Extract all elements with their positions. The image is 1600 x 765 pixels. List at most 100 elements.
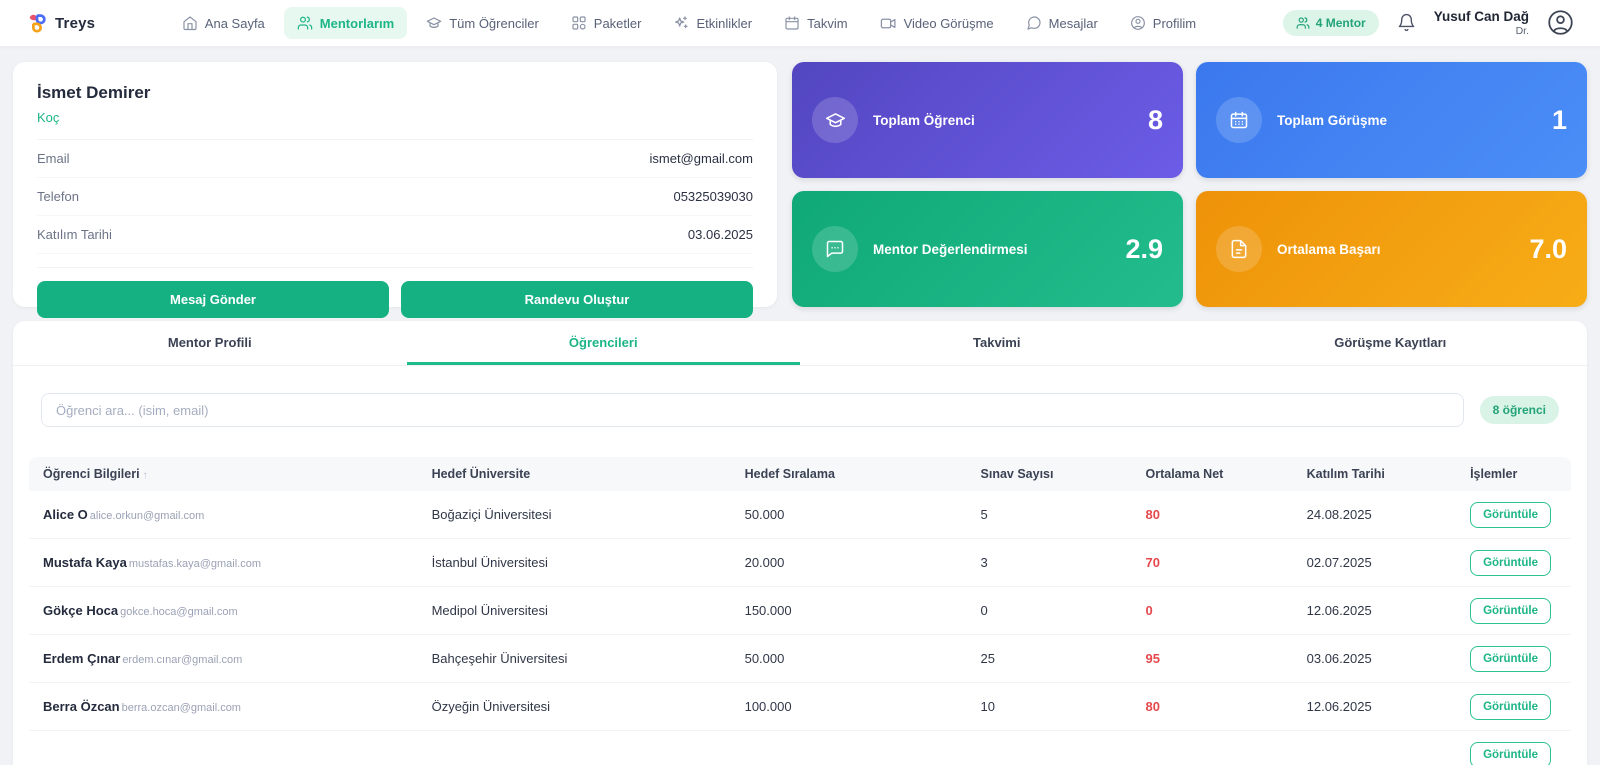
view-button[interactable]: Görüntüle [1470,693,1552,720]
nav-label: Mentorlarım [319,15,395,31]
phone-field-row: Telefon 05325039030 [37,178,753,216]
header-right: 4 Mentor Yusuf Can Dağ Dr. [1282,9,1574,37]
create-appointment-button[interactable]: Randevu Oluştur [401,281,753,318]
stat-icon-wrap [812,226,858,272]
nav-item-mentorlarim[interactable]: Mentorlarım [283,7,408,39]
stat-label: Toplam Görüşme [1277,112,1388,128]
nav-item-takvim[interactable]: Takvim [771,7,860,39]
email-label: Email [37,151,70,166]
stat-value: 8 [1147,104,1163,135]
send-message-button[interactable]: Mesaj Gönder [37,281,389,318]
sparkles-icon [675,16,689,29]
nav-label: Mesajlar [1048,15,1098,31]
stats-grid: Toplam Öğrenci 8 Toplam Görüşme 1 Mentor… [792,62,1587,307]
ranking-cell: 20.000 [744,555,785,570]
tab-ogrencileri[interactable]: Öğrencileri [406,321,800,365]
mentor-profile-card: İsmet Demirer Koç Email ismet@gmail.com … [13,62,777,318]
nav-item-paketler[interactable]: Paketler [558,7,655,39]
header-hedef-siralama: Hedef Sıralama [744,467,835,481]
actions-cell: Görüntüle [1456,645,1571,672]
join-date-label: Katılım Tarihi [37,227,112,242]
join-date-cell: 24.08.2025 [1306,507,1372,522]
view-button[interactable]: Görüntüle [1470,549,1552,576]
stat-icon-wrap [812,97,858,143]
treys-logo-icon [29,14,46,33]
chat-bubble-icon [1027,16,1041,30]
exam-count-cell: 3 [980,555,988,570]
university-cell: Özyeğin Üniversitesi [431,699,551,714]
header-ogrenci-bilgileri[interactable]: Öğrenci Bilgileri ↑ [43,467,148,481]
main-nav: Ana Sayfa Mentorlarım Tüm Öğrenciler Pak… [169,7,1209,40]
ranking-cell: 50.000 [744,507,785,522]
nav-item-tum-ogrenciler[interactable]: Tüm Öğrenciler [413,7,552,39]
exam-count-cell: 10 [980,699,995,714]
brand-logo[interactable]: Treys [26,12,95,34]
join-date-cell: 03.06.2025 [1306,651,1372,666]
tab-gorusme-kayitlari[interactable]: Görüşme Kayıtları [1334,335,1447,350]
university-cell: Medipol Üniversitesi [431,603,548,618]
join-date-cell: 02.07.2025 [1306,555,1372,570]
tab-takvimi[interactable]: Takvimi [973,335,1021,350]
view-button[interactable]: Görüntüle [1470,597,1552,624]
brand-name: Treys [55,14,96,32]
user-circle-icon [1130,16,1145,30]
student-info-cell: Gökçe Hoca gokce.hoca@gmail.com [29,603,418,618]
header-sinav-sayisi: Sınav Sayısı [980,467,1054,481]
view-button[interactable]: Görüntüle [1470,501,1552,528]
header-islemler: İşlemler [1470,467,1518,481]
join-date-cell: 12.06.2025 [1306,603,1372,618]
header-ortalama-net: Ortalama Net [1145,467,1224,481]
top-section: İsmet Demirer Koç Email ismet@gmail.com … [13,62,1587,318]
student-search-input[interactable] [41,393,1464,427]
nav-label: Profilim [1152,15,1197,31]
university-cell: Bahçeşehir Üniversitesi [431,651,568,666]
stat-icon-wrap [1216,226,1262,272]
email-value: ismet@gmail.com [649,151,754,166]
search-row: 8 öğrenci [41,393,1559,427]
user-name: Yusuf Can Dağ [1433,9,1529,25]
stat-label: Ortalama Başarı [1277,241,1381,257]
nav-item-etkinlikler[interactable]: Etkinlikler [660,7,765,39]
table-row: Berra Özcan berra.ozcan@gmail.com Özyeğin… [29,683,1571,731]
stat-label: Toplam Öğrenci [873,112,975,128]
stat-card-average-success: Ortalama Başarı 7.0 [1196,191,1587,307]
stat-value: 1 [1551,104,1567,135]
tab-mentor-profili[interactable]: Mentor Profili [167,335,252,350]
document-icon [1231,239,1247,259]
table-header-row: Öğrenci Bilgileri ↑ Hedef Üniversite Hede… [29,457,1571,491]
table-row: Gökçe Hoca gokce.hoca@gmail.com Medipol Ü… [29,587,1571,635]
avg-net-cell: 0 [1145,603,1153,618]
view-button[interactable]: Görüntüle [1470,645,1552,672]
user-role: Dr. [1515,24,1529,37]
home-icon [183,16,197,31]
video-camera-icon [880,18,896,28]
nav-item-ana-sayfa[interactable]: Ana Sayfa [169,7,278,39]
student-email: erdem.cınar@gmail.com [122,654,243,666]
view-button[interactable]: Görüntüle [1470,741,1552,765]
join-date-field-row: Katılım Tarihi 03.06.2025 [37,216,753,254]
student-email: berra.ozcan@gmail.com [121,702,241,714]
student-info-cell [29,747,418,762]
nav-label: Paketler [593,15,642,31]
mentor-count-badge: 4 Mentor [1282,9,1379,36]
nav-label: Video Görüşme [903,15,994,31]
nav-item-mesajlar[interactable]: Mesajlar [1013,7,1111,39]
notification-bell-icon[interactable] [1397,13,1416,32]
student-name: Erdem Çınar [43,651,121,666]
table-row: Görüntüle [29,731,1571,765]
detail-card: Mentor Profili Öğrencileri Takvimi Görüş… [13,321,1587,765]
actions-cell: Görüntüle [1456,741,1571,765]
avatar-icon[interactable] [1547,9,1574,36]
table-row: Erdem Çınar erdem.cınar@gmail.com Bahçeşe… [29,635,1571,683]
nav-item-video-gorusme[interactable]: Video Görüşme [867,7,1007,40]
ranking-cell: 100.000 [744,699,792,714]
graduation-cap-icon [825,112,845,127]
tab-bar: Mentor Profili Öğrencileri Takvimi Görüş… [13,321,1587,366]
actions-cell: Görüntüle [1456,693,1571,720]
nav-label: Takvim [807,15,848,31]
chat-bubble-icon [826,240,844,258]
stat-value: 7.0 [1529,233,1567,264]
mentor-role: Koç [37,110,60,125]
nav-item-profilim[interactable]: Profilim [1117,7,1209,39]
